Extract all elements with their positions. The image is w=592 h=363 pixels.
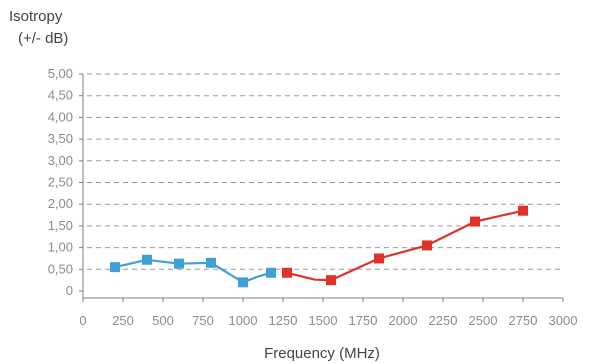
data-point-1-2 <box>326 275 336 286</box>
x-tick-label: 2000 <box>389 313 418 328</box>
data-point-1-3 <box>374 253 384 264</box>
data-point-0-6 <box>266 267 276 278</box>
y-tick-label: 2,00 <box>48 196 73 211</box>
y-tick-label: 5,00 <box>48 66 73 81</box>
data-point-0-2 <box>174 258 184 269</box>
x-tick-label: 1250 <box>269 313 298 328</box>
y-axis-title-line1: Isotropy <box>9 8 63 25</box>
data-point-0-0 <box>110 262 120 273</box>
data-point-1-6 <box>518 205 528 216</box>
y-tick-label: 4,00 <box>48 109 73 124</box>
x-tick-label: 1000 <box>229 313 258 328</box>
x-tick-label: 2250 <box>429 313 458 328</box>
grid-lines <box>87 73 563 270</box>
x-tick-label: 2500 <box>469 313 498 328</box>
x-tick-label: 1750 <box>349 313 378 328</box>
y-tick-label: 0,50 <box>48 261 73 276</box>
y-tick-label: 3,00 <box>48 153 73 168</box>
x-tick-labels: 0 250 500 750 1000 1250 1500 1750 2000 2250 2500 27… <box>79 313 577 328</box>
y-tick-label: 1,00 <box>48 240 73 255</box>
axes <box>79 73 564 302</box>
y-tick-label: 2,50 <box>48 175 73 190</box>
y-tick-label: 3,50 <box>48 131 73 146</box>
y-tick-label: 0 <box>66 283 73 298</box>
x-tick-label: 2750 <box>509 313 538 328</box>
x-tick-label: 3000 <box>549 313 578 328</box>
data-point-0-3 <box>206 257 216 268</box>
x-tick-label: 750 <box>192 313 214 328</box>
data-point-1-4 <box>422 240 432 251</box>
y-tick-label: 4,50 <box>48 88 73 103</box>
data-point-1-0 <box>282 267 292 278</box>
series-layer <box>110 205 528 288</box>
x-axis-title: Frequency (MHz) <box>264 345 380 362</box>
x-tick-label: 0 <box>79 313 86 328</box>
y-tick-labels: 0 0,50 1,00 1,50 2,00 2,50 3,00 3,50 4,00 4,50 5,0… <box>48 66 73 298</box>
y-axis-title-line2: (+/- dB) <box>18 30 68 47</box>
y-tick-label: 1,50 <box>48 218 73 233</box>
x-tick-label: 500 <box>152 313 174 328</box>
x-tick-label: 250 <box>112 313 134 328</box>
data-point-0-1 <box>142 254 152 265</box>
data-point-1-5 <box>470 216 480 227</box>
data-point-0-4 <box>238 277 248 288</box>
x-tick-label: 1500 <box>309 313 338 328</box>
